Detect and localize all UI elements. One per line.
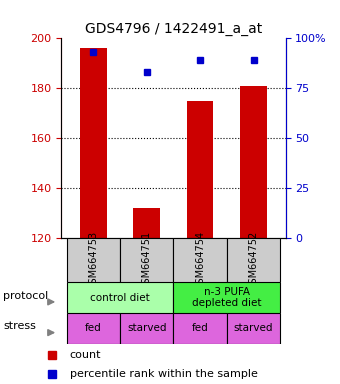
Text: count: count [70,350,101,360]
Text: fed: fed [85,323,102,333]
Text: fed: fed [192,323,208,333]
Text: GSM664751: GSM664751 [142,231,152,290]
Title: GDS4796 / 1422491_a_at: GDS4796 / 1422491_a_at [85,22,262,36]
Text: GSM664753: GSM664753 [88,231,98,290]
Text: GSM664754: GSM664754 [195,231,205,290]
Text: starved: starved [127,323,167,333]
Text: percentile rank within the sample: percentile rank within the sample [70,369,258,379]
FancyBboxPatch shape [227,313,280,344]
Bar [133,208,160,238]
Text: stress: stress [3,321,36,331]
FancyBboxPatch shape [120,313,173,344]
Text: control diet: control diet [90,293,150,303]
FancyBboxPatch shape [173,313,227,344]
FancyBboxPatch shape [227,238,280,282]
FancyBboxPatch shape [67,238,120,282]
Bar [240,86,267,238]
Bar [187,101,214,238]
Text: GSM664752: GSM664752 [249,230,258,290]
Text: starved: starved [234,323,273,333]
FancyBboxPatch shape [120,238,173,282]
FancyBboxPatch shape [67,313,120,344]
FancyBboxPatch shape [173,238,227,282]
FancyBboxPatch shape [173,282,280,313]
FancyBboxPatch shape [67,282,173,313]
Text: n-3 PUFA
depleted diet: n-3 PUFA depleted diet [192,287,261,308]
Text: protocol: protocol [3,291,48,301]
Bar [80,48,107,238]
